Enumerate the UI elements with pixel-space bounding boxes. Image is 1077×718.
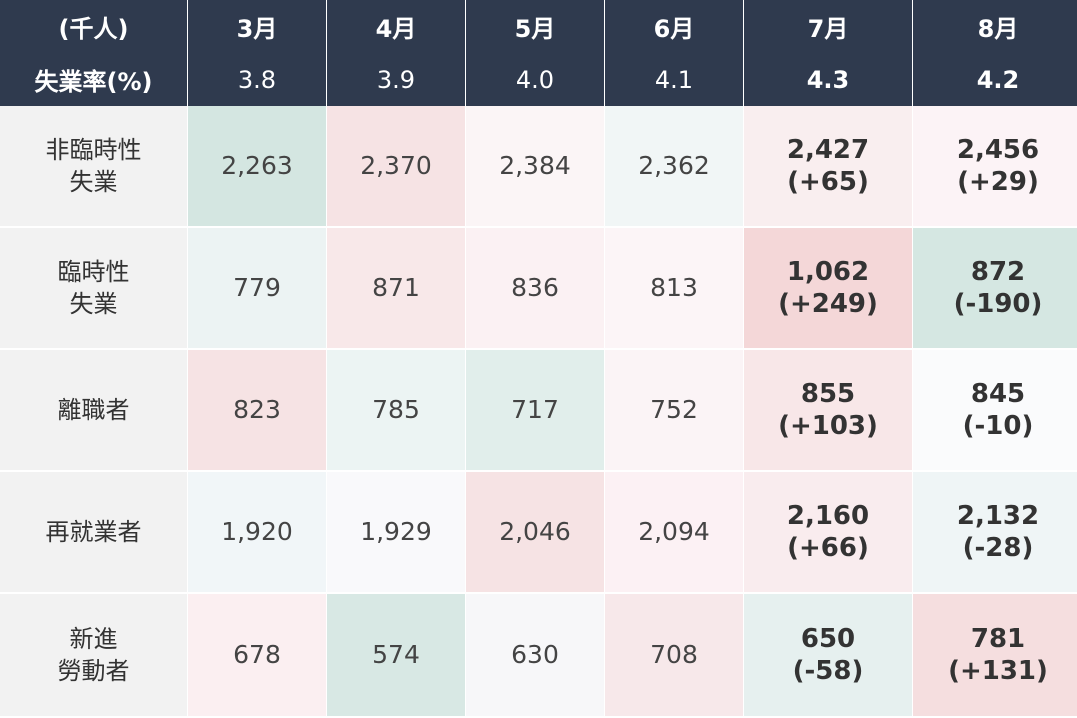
cell-value: 2,132 (956, 501, 1040, 531)
cell-value: 1,062 (786, 257, 870, 287)
cell-delta: (+65) (787, 167, 869, 197)
cell-value: 823 (233, 395, 281, 424)
cell-value: 836 (511, 273, 559, 302)
heatmap-cell: 823 (188, 350, 326, 472)
cell-delta: (+249) (778, 289, 878, 319)
cell-value: 872 (970, 257, 1026, 287)
heatmap-cell: 2,046 (466, 472, 604, 594)
cell-value: 2,263 (221, 151, 293, 180)
heatmap-cell: 2,456 (+29) (913, 106, 1077, 228)
cell-delta: (+131) (948, 656, 1048, 686)
heatmap-cell: 708 (605, 594, 743, 718)
heatmap-cell: 781 (+131) (913, 594, 1077, 718)
row-label: 臨時性 失業 (0, 228, 187, 350)
rate-value: 4.2 (913, 53, 1077, 106)
rate-label: 失業率(%) (0, 53, 187, 106)
cell-delta: (-190) (953, 289, 1043, 319)
rate-value: 4.1 (605, 53, 743, 106)
rate-value: 4.3 (744, 53, 912, 106)
cell-value: 2,046 (499, 517, 571, 546)
cell-delta: (+103) (778, 411, 878, 441)
row-label: 再就業者 (0, 472, 187, 594)
column-header: 5月 (466, 0, 604, 53)
heatmap-cell: 2,132 (-28) (913, 472, 1077, 594)
heatmap-cell: 2,362 (605, 106, 743, 228)
row-label: 非臨時性 失業 (0, 106, 187, 228)
heatmap-cell: 1,929 (327, 472, 465, 594)
cell-value: 779 (233, 273, 281, 302)
heatmap-cell: 1,920 (188, 472, 326, 594)
cell-value: 717 (511, 395, 559, 424)
cell-value: 785 (372, 395, 420, 424)
cell-value: 2,362 (638, 151, 710, 180)
heatmap-cell: 717 (466, 350, 604, 472)
corner-label: (千人) (0, 0, 187, 53)
heatmap-cell: 871 (327, 228, 465, 350)
heatmap-cell: 752 (605, 350, 743, 472)
cell-delta: (+66) (787, 533, 869, 563)
heatmap-cell: 855 (+103) (744, 350, 912, 472)
rate-value: 3.8 (188, 53, 326, 106)
heatmap-cell: 2,384 (466, 106, 604, 228)
heatmap-cell: 2,370 (327, 106, 465, 228)
cell-value: 1,929 (360, 517, 432, 546)
heatmap-cell: 678 (188, 594, 326, 718)
cell-delta: (-58) (792, 656, 864, 686)
cell-value: 2,384 (499, 151, 571, 180)
heatmap-cell: 2,263 (188, 106, 326, 228)
column-header: 4月 (327, 0, 465, 53)
cell-delta: (+29) (957, 167, 1039, 197)
heatmap-cell: 2,094 (605, 472, 743, 594)
cell-delta: (-28) (962, 533, 1034, 563)
cell-value: 752 (650, 395, 698, 424)
heatmap-cell: 845 (-10) (913, 350, 1077, 472)
cell-value: 2,094 (638, 517, 710, 546)
cell-value: 813 (650, 273, 698, 302)
column-header: 7月 (744, 0, 912, 53)
row-label: 新進 勞動者 (0, 594, 187, 718)
cell-value: 2,427 (786, 135, 870, 165)
cell-value: 871 (372, 273, 420, 302)
heatmap-cell: 650 (-58) (744, 594, 912, 718)
column-header: 8月 (913, 0, 1077, 53)
heatmap-cell: 1,062 (+249) (744, 228, 912, 350)
heatmap-cell: 872 (-190) (913, 228, 1077, 350)
cell-delta: (-10) (962, 411, 1034, 441)
column-header: 6月 (605, 0, 743, 53)
cell-value: 708 (650, 640, 698, 669)
heatmap-cell: 813 (605, 228, 743, 350)
cell-value: 2,370 (360, 151, 432, 180)
cell-value: 678 (233, 640, 281, 669)
cell-value: 650 (800, 624, 856, 654)
cell-value: 630 (511, 640, 559, 669)
cell-value: 2,160 (786, 501, 870, 531)
heatmap-cell: 2,427 (+65) (744, 106, 912, 228)
cell-value: 2,456 (956, 135, 1040, 165)
cell-value: 781 (970, 624, 1026, 654)
heatmap-cell: 630 (466, 594, 604, 718)
cell-value: 574 (372, 640, 420, 669)
heatmap-cell: 574 (327, 594, 465, 718)
heatmap-cell: 836 (466, 228, 604, 350)
column-header: 3月 (188, 0, 326, 53)
cell-value: 845 (970, 379, 1026, 409)
heatmap-cell: 2,160 (+66) (744, 472, 912, 594)
row-label: 離職者 (0, 350, 187, 472)
heatmap-cell: 785 (327, 350, 465, 472)
rate-value: 3.9 (327, 53, 465, 106)
cell-value: 855 (800, 379, 856, 409)
rate-value: 4.0 (466, 53, 604, 106)
cell-value: 1,920 (221, 517, 293, 546)
heatmap-cell: 779 (188, 228, 326, 350)
